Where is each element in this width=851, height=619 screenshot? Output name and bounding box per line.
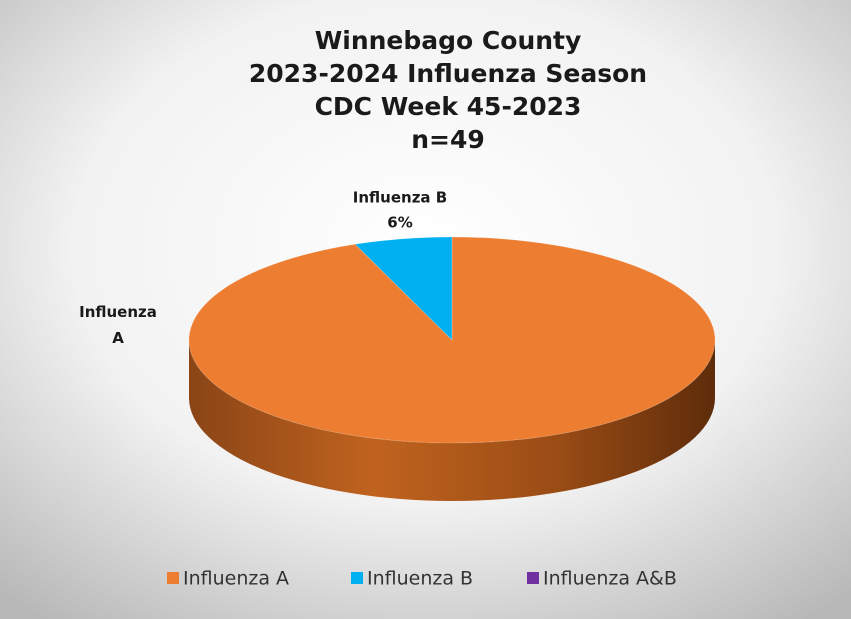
legend-label: Influenza A: [183, 568, 289, 590]
legend-label: Influenza A&B: [543, 568, 677, 590]
chart-title: n=49: [411, 125, 485, 154]
pie-slice: [354, 236, 453, 342]
legend-swatch: [167, 572, 179, 584]
chart-title: Winnebago County: [315, 26, 582, 55]
legend-swatch: [527, 572, 539, 584]
chart-title: CDC Week 45-2023: [315, 92, 582, 121]
pie-slice: [188, 236, 716, 444]
data-label: 6%: [387, 214, 412, 232]
legend-swatch: [351, 572, 363, 584]
data-label: Influenza A: [79, 303, 157, 347]
pie-side: [189, 340, 715, 501]
legend-label: Influenza B: [367, 568, 473, 590]
chart-title: 2023-2024 Influenza Season: [249, 59, 647, 88]
data-label: Influenza B: [353, 189, 447, 207]
